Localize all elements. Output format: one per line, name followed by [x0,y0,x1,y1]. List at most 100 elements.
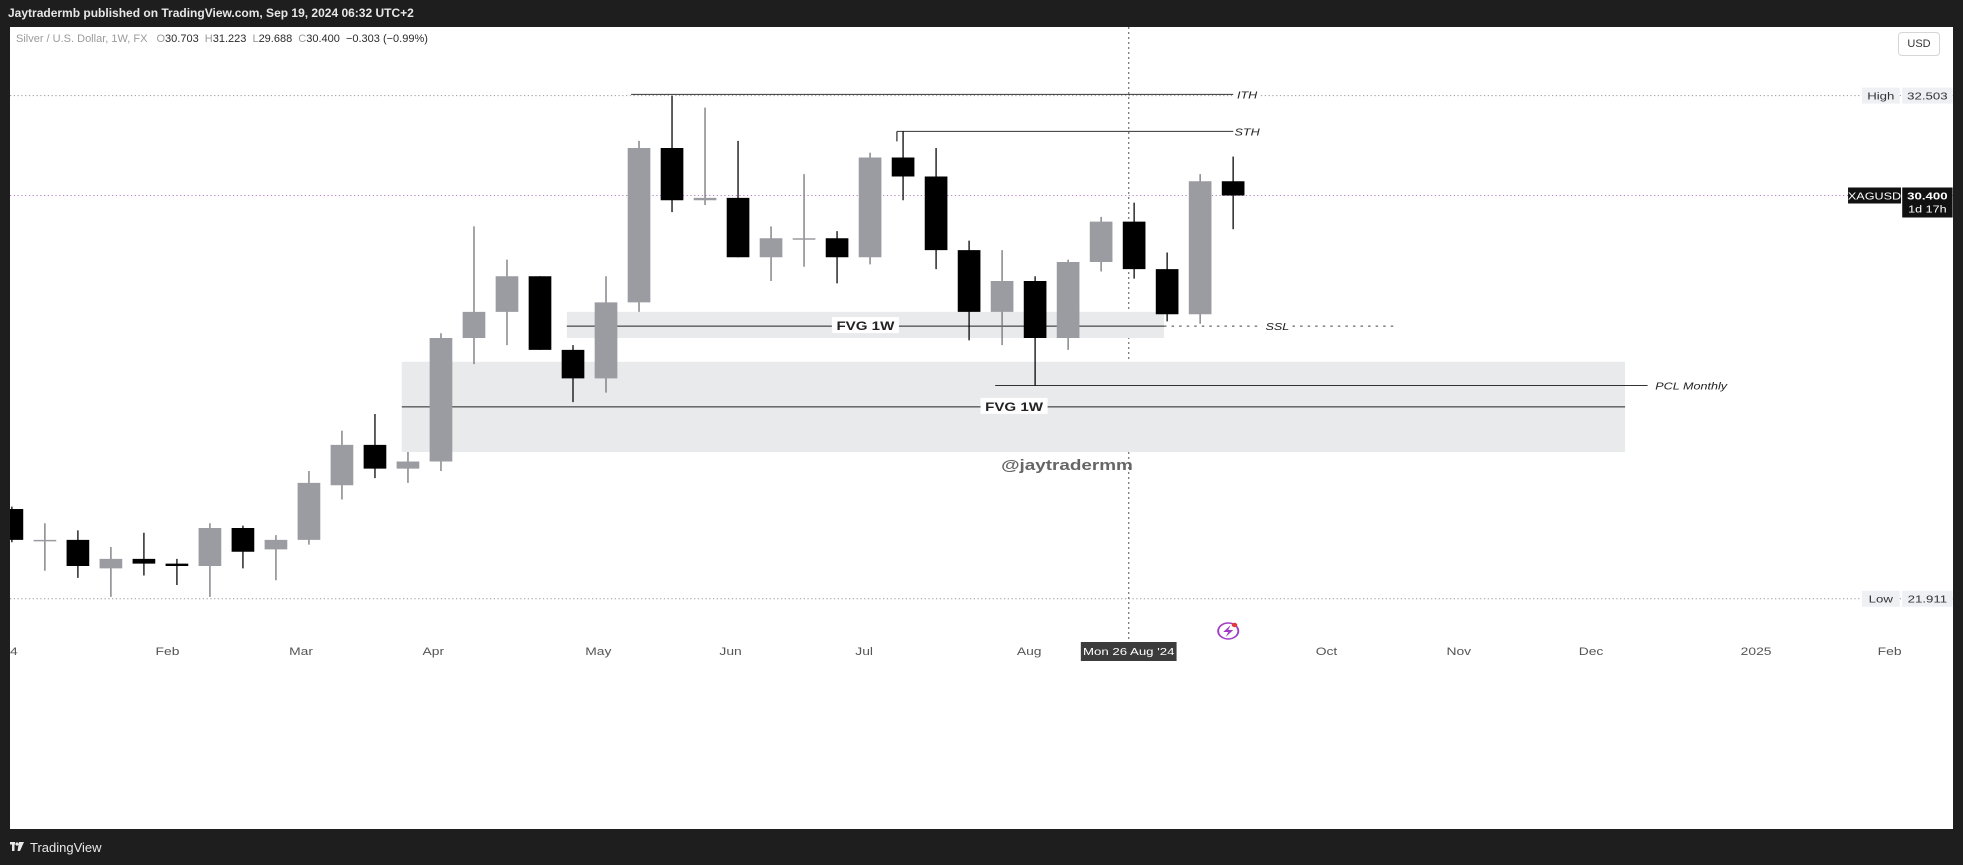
currency-button[interactable]: USD [1898,32,1940,56]
candle-body [693,197,717,201]
symbol-legend: Silver / U.S. Dollar, 1W, FX O30.703 H31… [16,33,428,45]
x-tick-label: Dec [1579,645,1604,657]
price-symbol: XAGUSD [1848,192,1901,203]
x-tick-label: 2025 [1741,645,1772,657]
candle-body [1056,262,1080,338]
publisher-header: Jaytradermb published on TradingView.com… [0,0,1963,27]
candle [726,140,750,258]
x-tick-label: Jul [855,645,873,657]
x-tick-label: Oct [1316,645,1338,657]
candle [297,471,321,545]
price-chart[interactable]: FVG 1W FVG 1W ITH STH SSL PCL Monthly @jaytrad… [10,27,1953,829]
x-tick-label: Feb [156,645,180,657]
candle [1089,216,1113,272]
lightning-icon-bolt [1223,625,1234,637]
candle-body [891,157,915,177]
candle-body [825,238,849,258]
candle [495,259,519,346]
candle-body [33,539,57,542]
legend-low: 29.688 [258,33,293,45]
x-tick-label: Feb [1878,645,1902,657]
low-tag-value: 21.911 [1908,593,1948,605]
legend-open-label: O [156,33,166,45]
candle [1221,156,1245,230]
chart-panel[interactable]: FVG 1W FVG 1W ITH STH SSL PCL Monthly @jaytrad… [10,27,1953,829]
lightning-icon [1217,622,1240,640]
legend-symbol: Silver / U.S. Dollar, 1W, FX [16,33,148,45]
fvg-lower-label: FVG 1W [985,400,1043,413]
x-tick-label: May [585,645,612,657]
candle-body [165,563,189,566]
legend-low-label: L [252,33,259,45]
candle-body [264,539,288,550]
candle-body [1188,181,1212,315]
candle [627,140,651,312]
candle [330,430,354,500]
candle-body [924,176,948,251]
candle [693,107,717,205]
x-tick-label: 24 [10,645,18,657]
watermark-text: @jaytradermm [1001,457,1133,474]
legend-close-label: C [298,33,307,45]
candle-body [1023,281,1047,338]
brand-name: TradingView [30,839,102,855]
x-tick-label: Jun [719,645,741,657]
candle-body [792,238,816,240]
candle [165,558,189,585]
low-tag-value-bg [1902,590,1953,607]
candle-body [561,349,585,379]
candle-body [726,197,750,258]
low-tag-label-bg [1861,590,1900,607]
high-tag-label-bg [1861,87,1900,104]
candle [231,525,255,569]
candle-body [759,238,783,258]
crosshair-date-bg [1080,642,1177,661]
candle [957,240,981,341]
candle [1023,276,1047,386]
legend-high-label: H [204,33,213,45]
candle-body [132,558,156,564]
candle [1122,202,1146,279]
candle [924,148,948,270]
candle [561,345,585,403]
price-value: 30.400 [1907,190,1948,202]
lightning-icon-ring [1217,622,1240,640]
high-tag-value-bg [1902,87,1953,104]
candle-body [495,276,519,312]
candle-body [594,302,618,379]
legend-change: −0.303 (−0.99%) [345,33,428,45]
candle-body [1155,269,1179,315]
candle [1155,252,1179,322]
candle [891,131,915,201]
candle-body [1122,221,1146,270]
candle [363,414,387,479]
candle [429,333,453,471]
high-tag-value: 32.503 [1907,90,1948,102]
ith-label: ITH [1237,90,1258,101]
candle [198,523,222,597]
candle [528,276,552,350]
ith-label-bg [1233,87,1261,102]
fvg-lower-label-bg [980,397,1048,414]
candle-body [396,461,420,469]
legend-high: 31.223 [212,33,247,45]
fvg-upper-label: FVG 1W [836,320,894,333]
candle [462,226,486,365]
candle-body [198,528,222,566]
candle [825,231,849,284]
x-tick-label: Nov [1446,645,1471,657]
candle-body [660,148,684,201]
candle [858,152,882,265]
tradingview-brand[interactable]: TradingView [10,829,102,865]
candle [396,452,420,483]
x-tick-label: Apr [423,645,445,657]
candle [990,250,1014,346]
fvg-upper-label-bg [831,317,899,334]
candle [660,95,684,213]
candle [264,535,288,581]
pcl-label-bg [1647,378,1729,393]
x-tick-label: Mar [289,645,313,657]
candle-body [66,539,90,566]
candle [594,276,618,393]
price-countdown: 1d 17h [1908,205,1946,216]
